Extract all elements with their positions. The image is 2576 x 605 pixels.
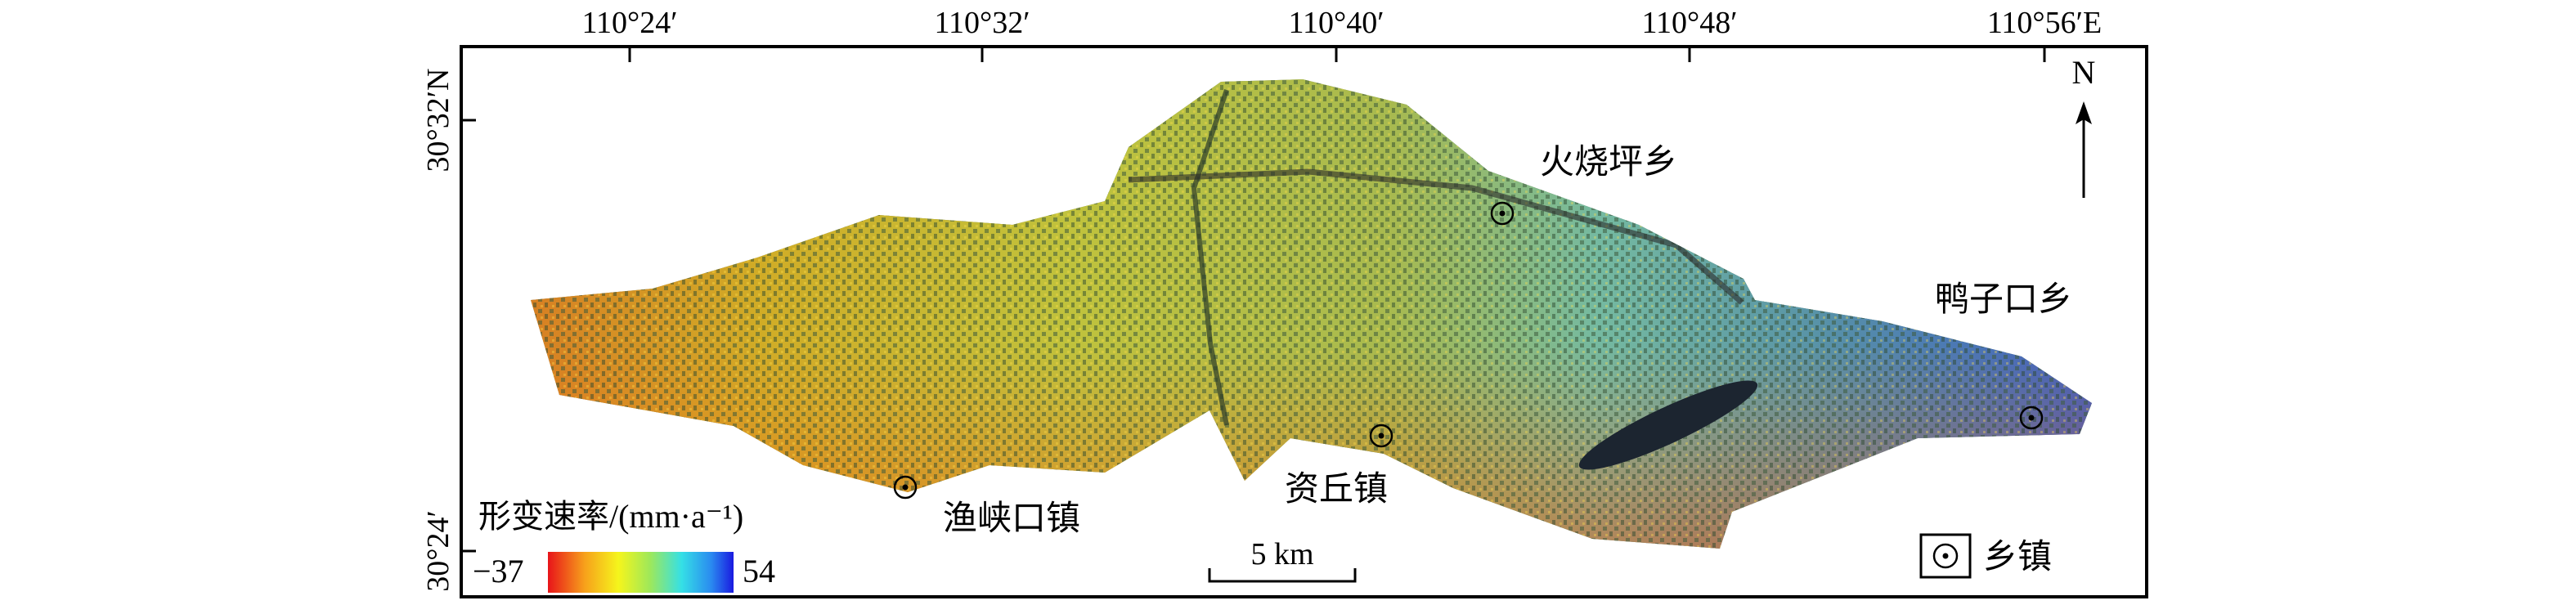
legend-max-label: 54	[743, 553, 775, 589]
legend-min-label: −37	[473, 553, 524, 589]
longitude-axis: 110°24′ 110°32′ 110°40′ 110°48′ 110°56′E	[581, 6, 2102, 62]
longitude-tick-label: 110°56′E	[1987, 6, 2102, 40]
town-symbol-icon	[1932, 543, 1959, 569]
reservoir-water	[1578, 380, 1758, 470]
town-marker-huoshaoping	[1490, 201, 1515, 226]
longitude-tick-label: 110°40′	[1288, 6, 1384, 40]
longitude-tick-label: 110°24′	[581, 6, 677, 40]
latitude-tick-label: 30°24′	[421, 510, 456, 592]
place-label-ziqiu: 资丘镇	[1285, 471, 1388, 509]
legend-title: 形变速率/(mm·a⁻¹)	[478, 498, 743, 535]
latitude-tick-label: 30°32′N	[421, 69, 456, 173]
north-arrow: N	[2072, 54, 2096, 198]
latitude-axis: 30°32′N 30°24′	[421, 69, 476, 592]
colorbar	[548, 552, 734, 593]
town-marker-ziqiu	[1369, 424, 1393, 448]
town-marker-yazikou	[2019, 406, 2044, 430]
scale-bar-label: 5 km	[1250, 537, 1313, 571]
ridge-line	[1128, 168, 1744, 305]
deformation-legend: 形变速率/(mm·a⁻¹) −37 54	[473, 498, 775, 593]
town-symbol-label: 乡镇	[1983, 539, 2052, 576]
town-marker-yuxiakou	[893, 475, 918, 500]
town-symbol-legend: 乡镇	[1919, 533, 2052, 579]
north-arrow-icon	[2076, 101, 2092, 124]
place-label-yuxiakou: 渔峡口镇	[943, 500, 1080, 538]
north-label: N	[2072, 54, 2096, 91]
river-channel	[1191, 89, 1229, 426]
place-label-yazikou: 鸭子口乡	[1935, 281, 2072, 319]
longitude-tick-label: 110°32′	[934, 6, 1030, 40]
longitude-tick-label: 110°48′	[1641, 6, 1737, 40]
scale-bar: 5 km	[1208, 537, 1357, 583]
map-frame	[460, 45, 2148, 598]
place-label-huoshaoping: 火烧坪乡	[1540, 144, 1677, 182]
